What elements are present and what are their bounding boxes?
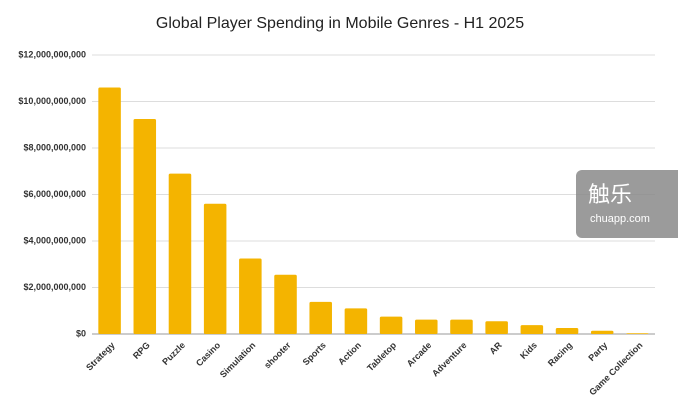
watermark-title: 触乐 bbox=[588, 183, 632, 208]
y-tick-label: $0 bbox=[76, 328, 86, 338]
bar bbox=[239, 258, 262, 334]
chart-title: Global Player Spending in Mobile Genres … bbox=[156, 15, 524, 32]
bar bbox=[274, 274, 297, 334]
bar bbox=[379, 316, 403, 334]
bar bbox=[415, 319, 438, 334]
watermark-box bbox=[576, 170, 678, 238]
bar bbox=[309, 301, 332, 334]
y-tick-label: $8,000,000,000 bbox=[23, 142, 86, 152]
bar bbox=[485, 321, 508, 334]
bar bbox=[203, 203, 227, 334]
y-tick-label: $12,000,000,000 bbox=[18, 49, 86, 59]
bar bbox=[520, 325, 544, 334]
bar bbox=[344, 308, 368, 334]
watermark-url: chuapp.com bbox=[590, 213, 650, 225]
y-tick-label: $4,000,000,000 bbox=[23, 235, 86, 245]
bar bbox=[450, 319, 473, 334]
y-tick-label: $10,000,000,000 bbox=[18, 96, 86, 106]
bar bbox=[555, 327, 579, 334]
plot: $0 $2,000,000,000 $4,000,000,000 $6,000,000… bbox=[18, 49, 655, 397]
bar bbox=[626, 333, 649, 334]
y-tick-label: $2,000,000,000 bbox=[23, 282, 86, 292]
bar bbox=[168, 173, 192, 334]
bar bbox=[133, 118, 157, 334]
y-tick-label: $6,000,000,000 bbox=[23, 189, 86, 199]
watermark: 触乐 chuapp.com bbox=[576, 170, 678, 238]
bar bbox=[590, 330, 614, 334]
bar bbox=[98, 87, 121, 334]
